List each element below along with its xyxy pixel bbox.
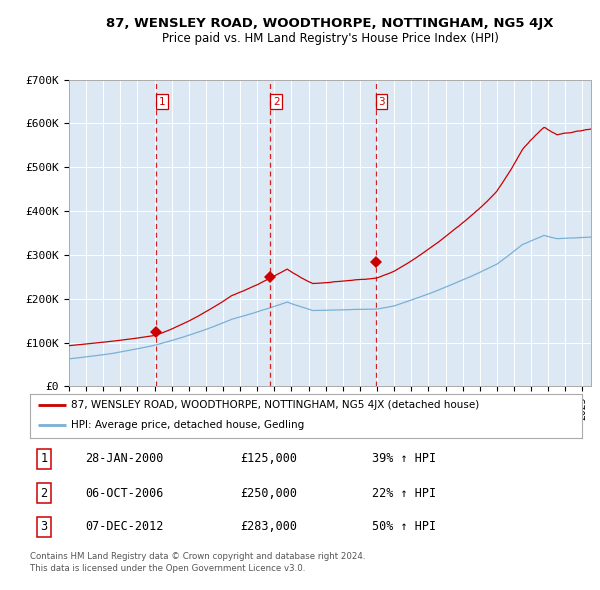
Text: 2: 2: [273, 97, 280, 107]
Text: 3: 3: [40, 520, 47, 533]
Text: This data is licensed under the Open Government Licence v3.0.: This data is licensed under the Open Gov…: [30, 563, 305, 572]
Text: Contains HM Land Registry data © Crown copyright and database right 2024.: Contains HM Land Registry data © Crown c…: [30, 552, 365, 561]
Text: 87, WENSLEY ROAD, WOODTHORPE, NOTTINGHAM, NG5 4JX (detached house): 87, WENSLEY ROAD, WOODTHORPE, NOTTINGHAM…: [71, 399, 479, 409]
Text: 87, WENSLEY ROAD, WOODTHORPE, NOTTINGHAM, NG5 4JX: 87, WENSLEY ROAD, WOODTHORPE, NOTTINGHAM…: [106, 17, 554, 30]
Text: 2: 2: [40, 487, 47, 500]
Text: 50% ↑ HPI: 50% ↑ HPI: [372, 520, 436, 533]
Text: 22% ↑ HPI: 22% ↑ HPI: [372, 487, 436, 500]
Text: 39% ↑ HPI: 39% ↑ HPI: [372, 452, 436, 465]
Text: 1: 1: [158, 97, 165, 107]
Text: 1: 1: [40, 452, 47, 465]
Text: £250,000: £250,000: [240, 487, 297, 500]
Text: 07-DEC-2012: 07-DEC-2012: [85, 520, 164, 533]
Text: 28-JAN-2000: 28-JAN-2000: [85, 452, 164, 465]
Text: 06-OCT-2006: 06-OCT-2006: [85, 487, 164, 500]
Text: £283,000: £283,000: [240, 520, 297, 533]
Text: £125,000: £125,000: [240, 452, 297, 465]
Text: 3: 3: [378, 97, 385, 107]
Text: Price paid vs. HM Land Registry's House Price Index (HPI): Price paid vs. HM Land Registry's House …: [161, 32, 499, 45]
Text: HPI: Average price, detached house, Gedling: HPI: Average price, detached house, Gedl…: [71, 421, 305, 430]
